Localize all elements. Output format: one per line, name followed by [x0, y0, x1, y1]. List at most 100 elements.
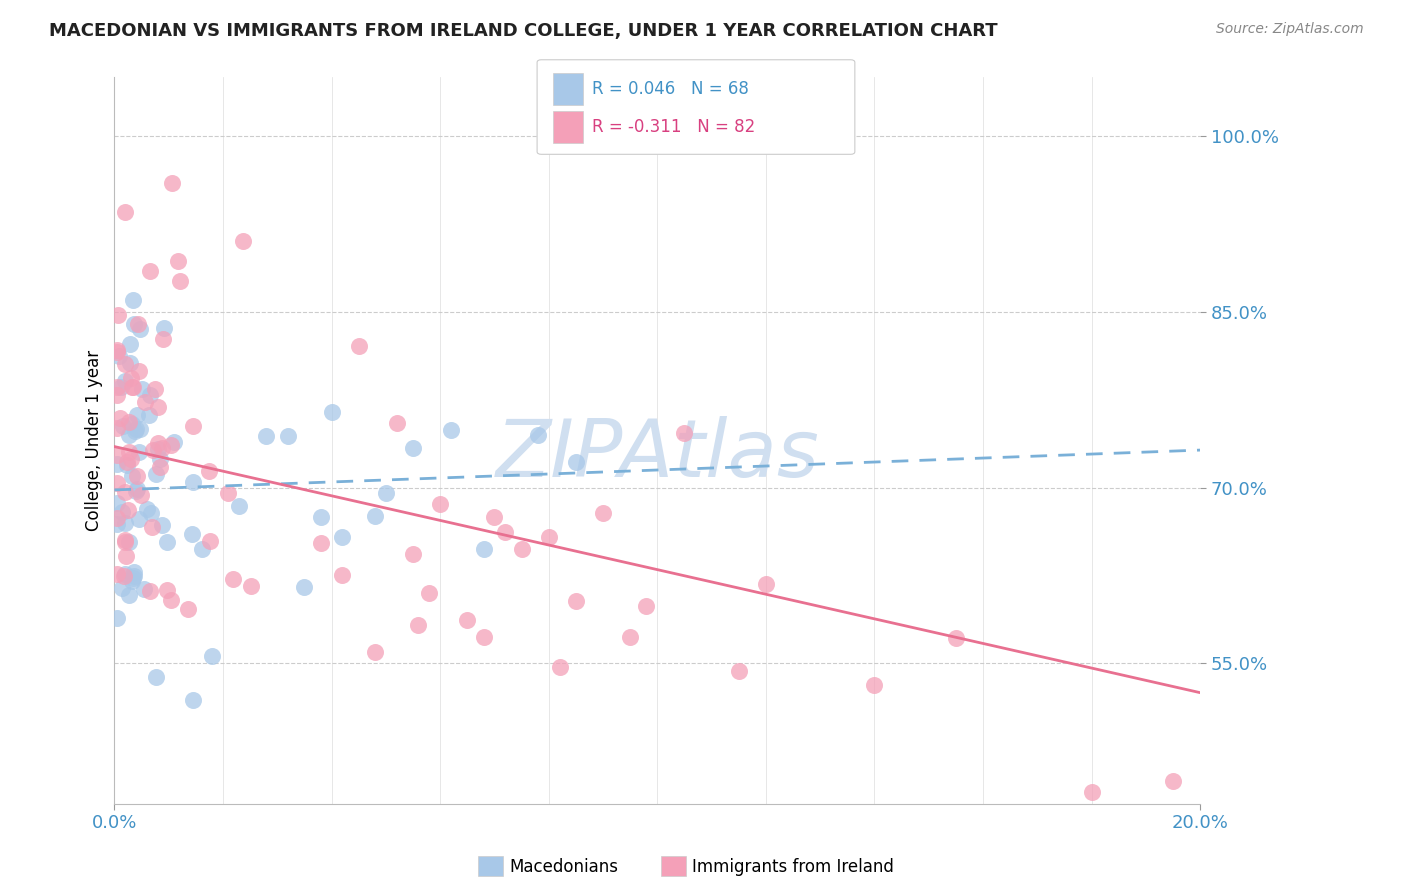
Point: [145, 467, 167, 482]
Point: [863, 678, 886, 692]
Text: R = 0.046   N = 68: R = 0.046 N = 68: [592, 80, 749, 98]
Point: [118, 534, 141, 549]
Point: [125, 482, 148, 496]
Point: [122, 317, 145, 331]
Point: [429, 497, 451, 511]
Point: [148, 401, 170, 415]
Point: [309, 509, 332, 524]
Text: Macedonians: Macedonians: [509, 858, 619, 876]
Point: [122, 293, 145, 307]
Point: [114, 484, 136, 499]
Point: [107, 308, 129, 322]
Point: [118, 356, 141, 370]
Point: [146, 436, 169, 450]
Point: [309, 536, 332, 550]
Point: [139, 388, 162, 402]
Point: [136, 502, 159, 516]
Point: [364, 645, 387, 659]
Text: ZIPAtlas: ZIPAtlas: [495, 417, 820, 494]
Point: [510, 542, 533, 557]
Point: [160, 593, 183, 607]
Point: [181, 693, 204, 707]
Text: R = -0.311   N = 82: R = -0.311 N = 82: [592, 118, 755, 136]
Point: [565, 594, 588, 608]
Point: [111, 419, 134, 434]
Point: [105, 516, 128, 531]
Point: [141, 506, 163, 520]
Point: [112, 569, 135, 583]
Point: [402, 441, 425, 455]
Point: [120, 370, 142, 384]
Point: [118, 444, 141, 458]
Point: [141, 520, 163, 534]
Point: [149, 452, 172, 467]
Point: [121, 574, 143, 588]
Point: [537, 530, 560, 544]
Point: [138, 408, 160, 422]
Point: [111, 505, 134, 519]
Point: [755, 576, 778, 591]
Point: [111, 581, 134, 595]
Point: [177, 602, 200, 616]
Point: [118, 415, 141, 429]
Point: [156, 535, 179, 549]
Point: [105, 448, 128, 462]
Point: [945, 631, 967, 645]
Point: [134, 582, 156, 596]
Point: [124, 424, 146, 438]
Point: [142, 443, 165, 458]
Text: Source: ZipAtlas.com: Source: ZipAtlas.com: [1216, 22, 1364, 37]
Point: [484, 510, 506, 524]
Point: [402, 547, 425, 561]
Point: [565, 455, 588, 469]
Point: [107, 388, 129, 402]
Point: [228, 499, 250, 513]
Point: [321, 405, 343, 419]
Point: [125, 422, 148, 436]
Point: [105, 567, 128, 582]
Point: [332, 568, 354, 582]
Point: [118, 337, 141, 351]
Point: [105, 475, 128, 490]
Point: [472, 541, 495, 556]
Text: Immigrants from Ireland: Immigrants from Ireland: [692, 858, 894, 876]
Point: [1080, 785, 1102, 799]
Point: [121, 417, 143, 431]
Point: [115, 455, 138, 469]
Point: [108, 411, 131, 425]
Point: [134, 395, 156, 409]
Point: [592, 506, 614, 520]
Point: [148, 442, 170, 456]
Point: [232, 235, 254, 249]
Point: [114, 549, 136, 564]
Point: [1161, 773, 1184, 788]
Point: [122, 569, 145, 583]
Point: [163, 435, 186, 450]
Point: [222, 572, 245, 586]
Point: [198, 534, 221, 549]
Point: [418, 586, 440, 600]
Point: [201, 648, 224, 663]
Point: [117, 502, 139, 516]
Point: [727, 664, 749, 678]
Point: [160, 176, 183, 190]
Point: [294, 580, 316, 594]
Point: [181, 418, 204, 433]
Point: [124, 483, 146, 498]
Point: [169, 273, 191, 287]
Point: [240, 579, 263, 593]
Point: [150, 441, 173, 455]
Point: [114, 205, 136, 219]
Point: [217, 486, 239, 500]
Point: [115, 458, 138, 472]
Point: [105, 343, 128, 358]
Point: [117, 588, 139, 602]
Point: [128, 512, 150, 526]
Point: [105, 511, 128, 525]
Point: [127, 469, 149, 483]
Point: [636, 599, 658, 614]
Point: [143, 382, 166, 396]
Point: [120, 451, 142, 466]
Point: [124, 565, 146, 579]
Point: [673, 425, 696, 440]
